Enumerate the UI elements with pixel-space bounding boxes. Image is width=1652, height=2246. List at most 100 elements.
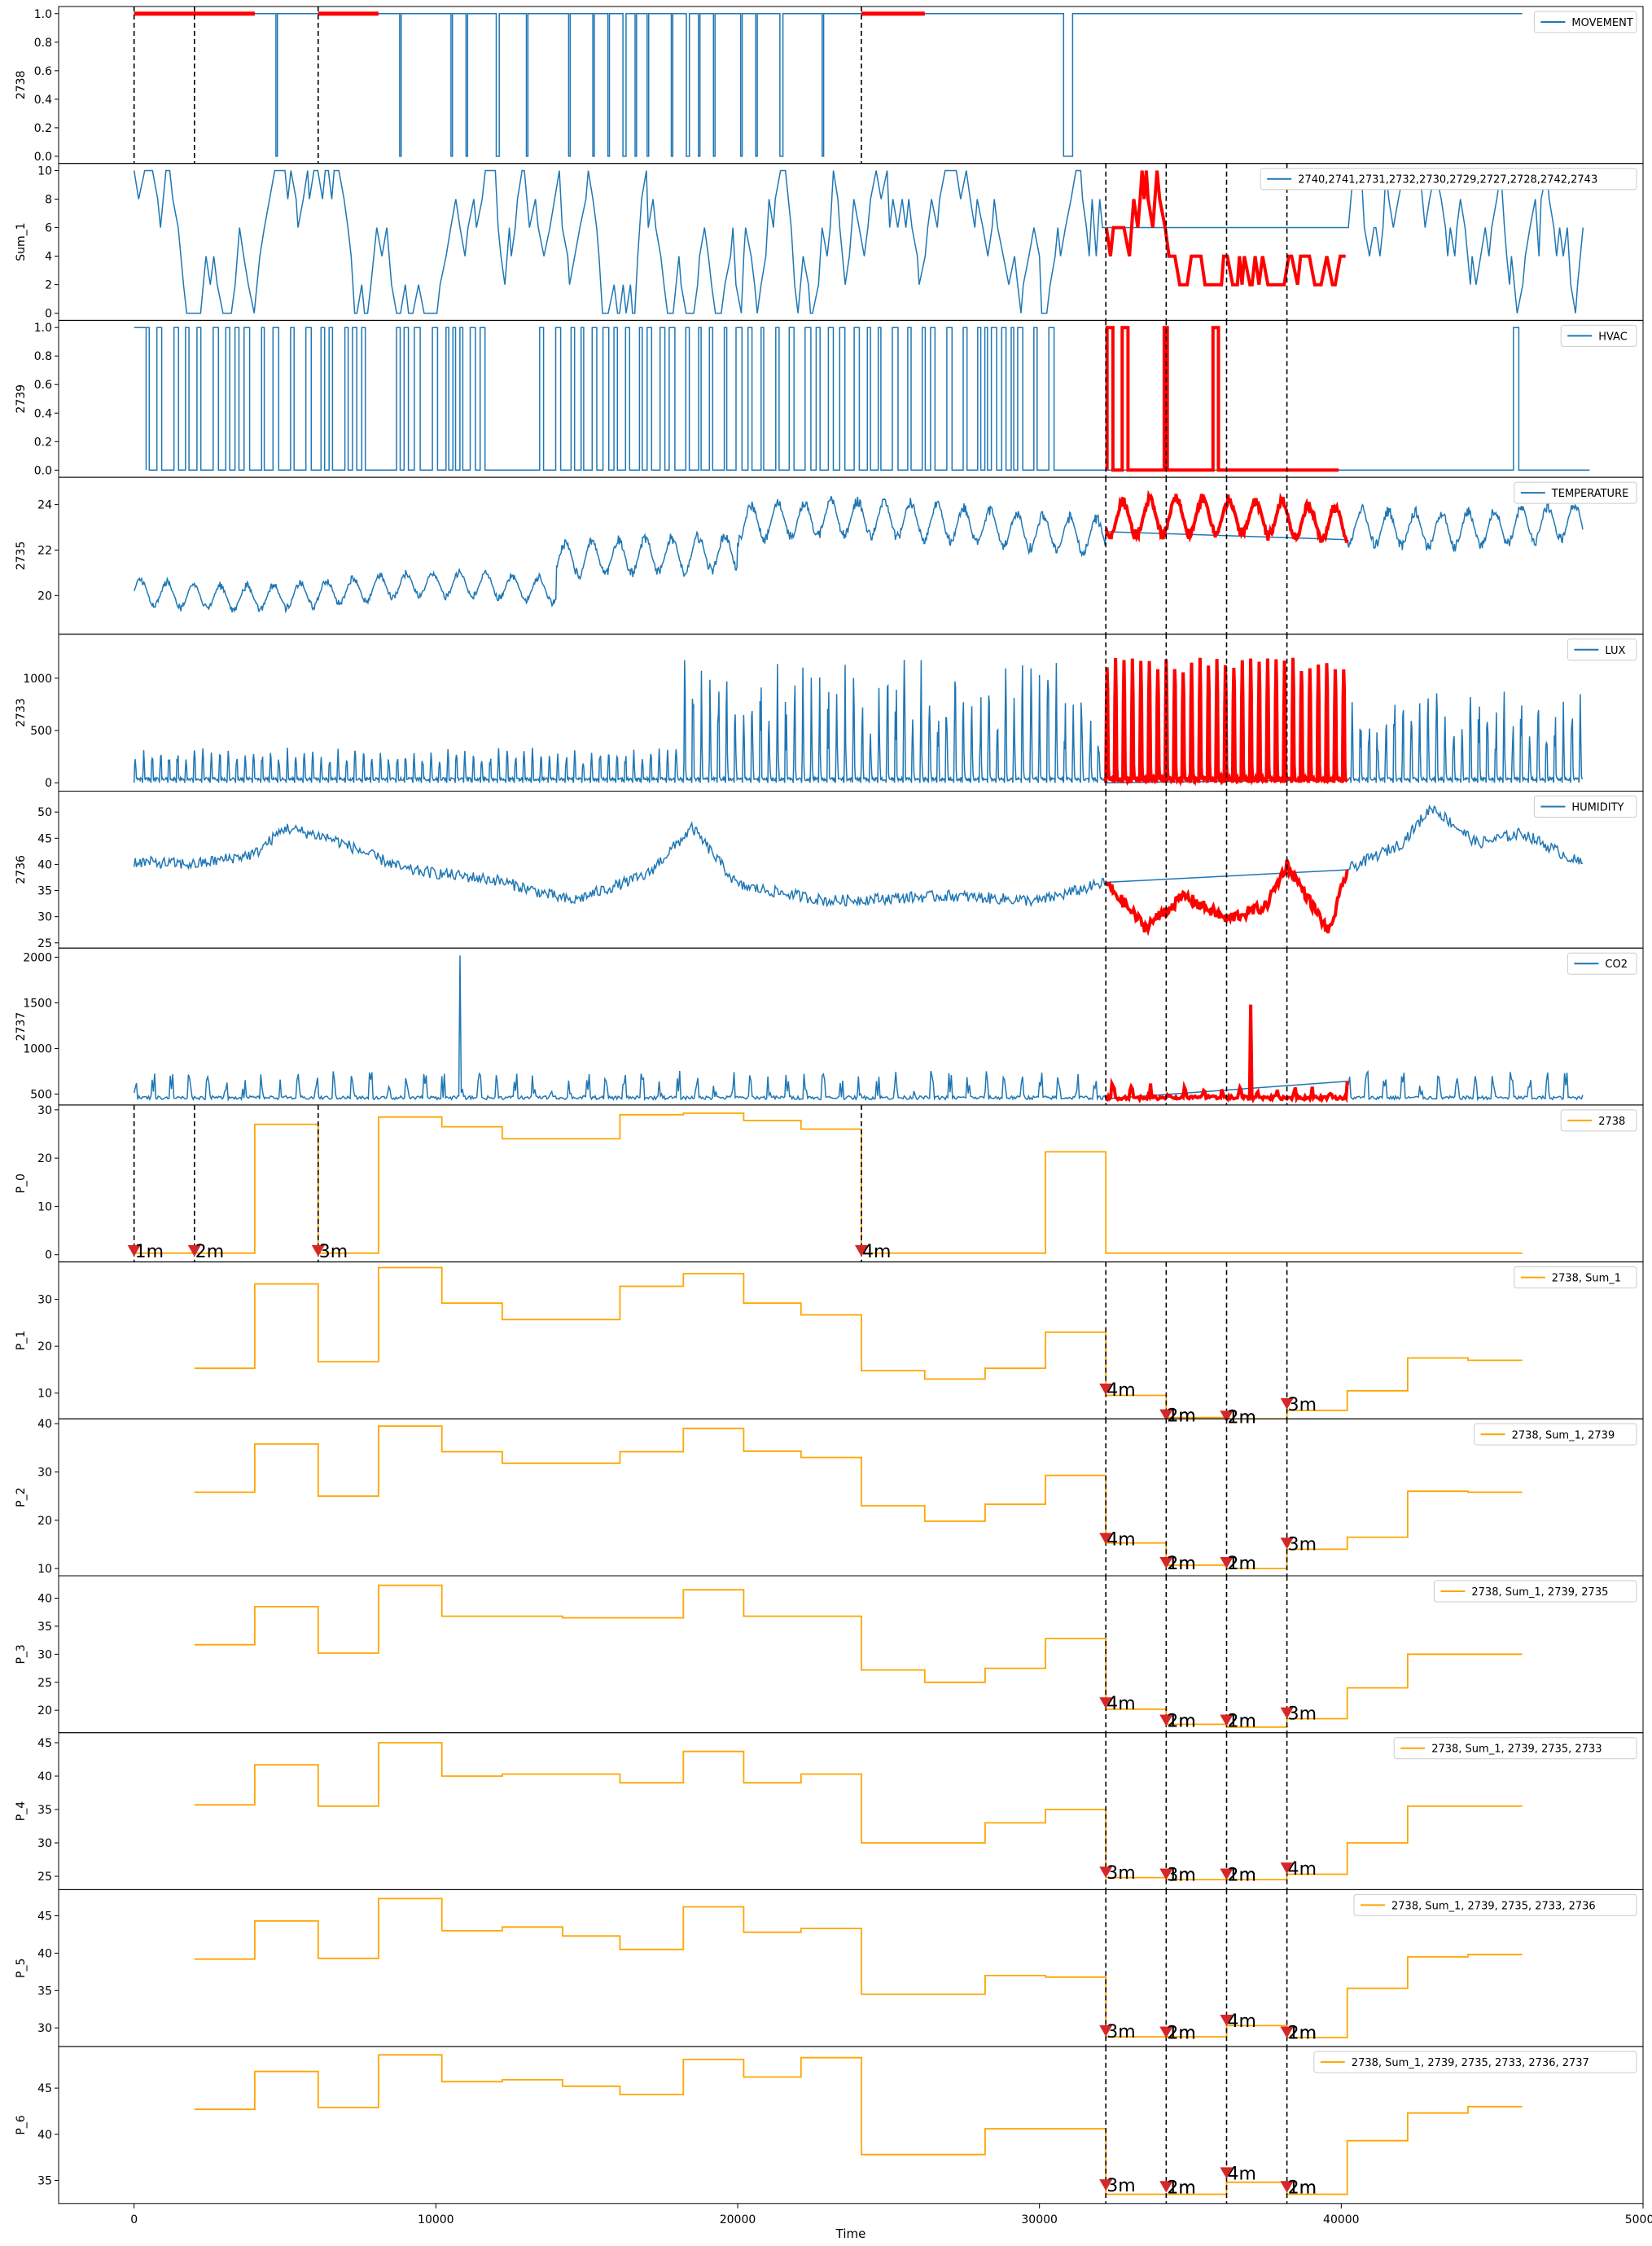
change-marker-label: 2m [1167, 1712, 1195, 1732]
legend: 2738, Sum_1, 2739, 2735, 2733, 2736 [1353, 1893, 1637, 1916]
change-marker-label: 3m [1106, 1863, 1135, 1884]
plot-area [134, 477, 1584, 634]
change-marker-label: 2m [1167, 2024, 1195, 2044]
y-tick-label: 40 [37, 858, 52, 871]
change-marker-label: 3m [1106, 2022, 1135, 2042]
change-marker-label: 3m [319, 1242, 348, 1262]
y-tick-label: 0 [45, 308, 52, 321]
change-marker [1159, 1409, 1173, 1421]
y-tick-label: 8 [45, 193, 52, 206]
y-tick-label: 40 [37, 1593, 52, 1606]
legend-label: HUMIDITY [1571, 802, 1624, 814]
legend-box [1567, 952, 1637, 975]
change-marker [127, 1244, 141, 1257]
legend-label: 2740,2741,2731,2732,2730,2729,2727,2728,… [1298, 174, 1597, 186]
y-axis-label: Sum_1 [15, 222, 28, 261]
legend: LUX [1567, 638, 1637, 661]
legend: HVAC [1560, 324, 1637, 347]
x-tick-label: 10000 [418, 2213, 454, 2226]
legend-box [1393, 1737, 1637, 1760]
sensor-series [134, 496, 1584, 614]
y-tick-label: 45 [37, 1910, 52, 1924]
change-marker-label: 3m [1288, 1704, 1317, 1725]
x-tick-label: 40000 [1323, 2213, 1360, 2226]
y-tick-label: 40 [37, 1947, 52, 1960]
change-marker [1220, 2167, 1234, 2179]
x-tick-label: 20000 [720, 2213, 756, 2226]
change-marker [1159, 2026, 1173, 2038]
legend-label: CO2 [1605, 958, 1628, 971]
legend-label: MOVEMENT [1571, 17, 1632, 29]
y-axis-label: 2737 [15, 1012, 28, 1042]
legend-box [1260, 168, 1637, 191]
plot-area [194, 2046, 1523, 2204]
change-marker-label: 1m [135, 1242, 164, 1262]
change-marker [1280, 1707, 1294, 1719]
y-tick-label: 35 [37, 2174, 52, 2187]
sensor-series [133, 804, 1583, 908]
change-marker [1280, 1862, 1294, 1875]
change-marker [1280, 2026, 1294, 2038]
sensor-series [134, 327, 1590, 472]
change-marker [1159, 1868, 1173, 1880]
change-marker [1220, 1868, 1234, 1880]
y-tick-label: 20 [37, 1340, 52, 1353]
change-marker [1159, 1556, 1173, 1568]
change-marker [1220, 1714, 1234, 1726]
legend-box [1474, 1423, 1637, 1445]
change-marker [1159, 1714, 1173, 1726]
y-tick-label: 25 [37, 937, 52, 950]
y-tick-label: 40 [37, 2129, 52, 2142]
y-tick-label: 2000 [23, 951, 52, 964]
y-axis-label: P_3 [15, 1644, 28, 1664]
y-axis-label: 2739 [15, 384, 28, 414]
y-tick-label: 4 [45, 251, 52, 264]
change-marker-label: 3m [1288, 1395, 1317, 1415]
y-tick-label: 30 [37, 1104, 52, 1117]
plot-area [133, 948, 1584, 1105]
y-tick-label: 10 [37, 165, 52, 178]
y-tick-label: 2 [45, 279, 52, 292]
y-tick-label: 30 [37, 2022, 52, 2035]
y-axis-label: P_1 [15, 1331, 28, 1350]
change-marker-label: 2m [1167, 1554, 1195, 1574]
sensor-series [134, 13, 1523, 157]
y-tick-label: 0.0 [34, 151, 52, 164]
y-tick-label: 0.8 [34, 37, 52, 50]
legend-label: 2738, Sum_1, 2739, 2735, 2733, 2736, 273… [1352, 2057, 1589, 2069]
subplot-p1: 0 2 4 6 8 10 Sum_1 2740,2741,2731,2732,2730,272… [15, 163, 1644, 321]
y-tick-label: 10 [37, 1563, 52, 1576]
change-marker [1220, 2014, 1234, 2026]
legend-box [1560, 324, 1637, 347]
change-marker-label: 4m [862, 1242, 891, 1262]
change-marker [1280, 2181, 1294, 2193]
change-marker-label: 2m [195, 1242, 224, 1262]
y-tick-label: 24 [37, 499, 52, 512]
y-tick-label: 30 [37, 1648, 52, 1661]
shared-x-axis: Time 0 10000 20000 30000 40000 50000 [130, 2203, 1652, 2241]
change-marker-label: 1m [1227, 1554, 1255, 1574]
y-tick-label: 40 [37, 1770, 52, 1783]
legend-box [1533, 11, 1637, 33]
change-marker [1099, 2024, 1113, 2037]
y-tick-label: 0.2 [34, 122, 52, 135]
y-axis-label: P_0 [15, 1173, 28, 1193]
legend-label: 2738, Sum_1, 2739, 2735, 2733, 2736 [1391, 1900, 1596, 1912]
change-marker [854, 1244, 868, 1257]
y-tick-label: 1.0 [34, 322, 52, 335]
change-marker-label: 2m [1167, 2178, 1195, 2198]
y-axis-label: P_2 [15, 1487, 28, 1507]
legend: TEMPERATURE [1514, 481, 1637, 504]
y-tick-label: 45 [37, 2082, 52, 2095]
legend-label: 2738, Sum_1 [1552, 1273, 1621, 1285]
change-marker [1099, 1384, 1113, 1396]
y-tick-label: 1.0 [34, 8, 52, 21]
legend-box [1560, 1109, 1637, 1132]
change-marker-label: 3m [1288, 1534, 1317, 1555]
y-tick-label: 0.4 [34, 407, 52, 420]
y-tick-label: 30 [37, 1467, 52, 1480]
legend-box [1353, 1893, 1637, 1916]
y-tick-label: 35 [37, 1985, 52, 1998]
